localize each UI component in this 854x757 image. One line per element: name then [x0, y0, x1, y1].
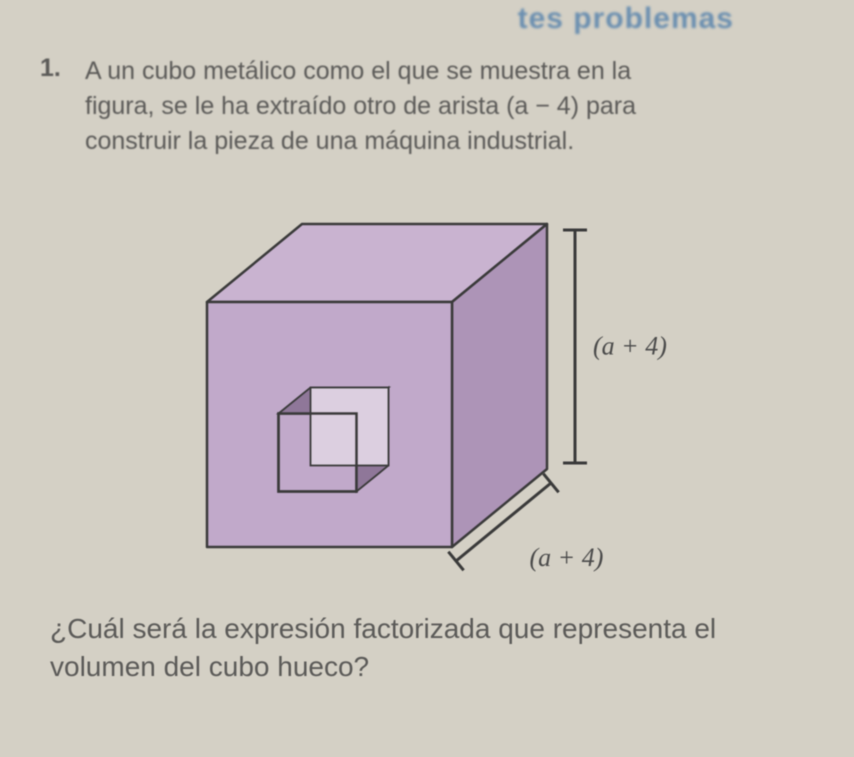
section-header: tes problemas — [40, 0, 814, 36]
svg-text:(a + 4): (a + 4) — [530, 543, 604, 572]
svg-text:(a + 4): (a + 4) — [593, 332, 667, 361]
problem-line: figura, se le ha extraído otro de arista… — [85, 92, 636, 120]
header-text: tes problemas — [518, 2, 734, 35]
cube-figure: (a + 4) (a + 4) — [167, 187, 687, 582]
problem-text: A un cubo metálico como el que se muestr… — [85, 54, 814, 159]
problem-line: A un cubo metálico como el que se muestr… — [85, 57, 631, 85]
problem-number: 1. — [40, 54, 85, 159]
page: tes problemas 1. A un cubo metálico como… — [0, 0, 854, 757]
question-text: ¿Cuál será la expresión factorizada que … — [50, 610, 814, 686]
problem-line: construir la pieza de una máquina indust… — [85, 127, 574, 155]
question-line: ¿Cuál será la expresión factorizada que … — [50, 613, 716, 644]
problem-block: 1. A un cubo metálico como el que se mue… — [40, 54, 814, 159]
question-line: volumen del cubo hueco? — [50, 651, 369, 682]
figure-container: (a + 4) (a + 4) — [40, 187, 814, 582]
